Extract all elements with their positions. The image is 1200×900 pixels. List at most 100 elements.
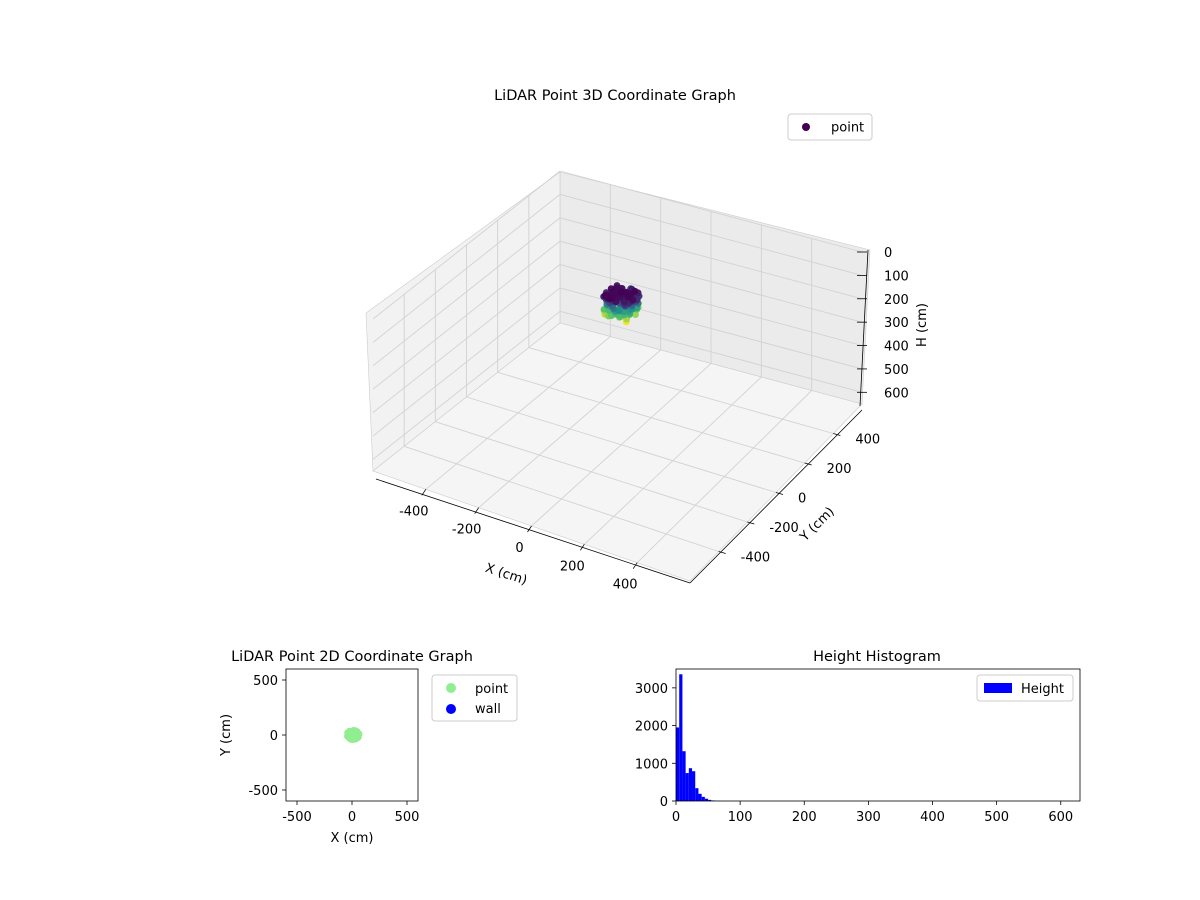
x-tick-label: 400 (613, 578, 638, 593)
legend-frame (787, 113, 873, 141)
histogram-bar (701, 796, 705, 801)
histogram-bar (698, 793, 702, 801)
x-tick-label: -400 (399, 504, 429, 519)
histogram-bar (682, 751, 686, 801)
y-tick-label: 500 (253, 674, 278, 689)
y-tick-label: -500 (248, 784, 278, 799)
data-point (620, 298, 628, 306)
y-tick-label: 0 (660, 795, 668, 810)
chart-3d-legend: point (787, 113, 873, 141)
y-axis-label-2d: Y (cm) (219, 714, 234, 757)
y-tick-label: 2000 (635, 720, 668, 735)
histogram-bar (685, 773, 689, 801)
data-point (350, 728, 358, 736)
histogram-bars (676, 674, 721, 801)
data-point (629, 296, 637, 304)
histogram-legend: Height (976, 674, 1074, 702)
x-tick-label: 500 (395, 810, 420, 825)
x-tick-mark (632, 562, 638, 569)
x-tick-label: 200 (560, 559, 585, 574)
x-tick-label: 100 (728, 810, 753, 825)
y-tick-label: 400 (855, 433, 880, 448)
chart-2d-title: LiDAR Point 2D Coordinate Graph (231, 649, 473, 665)
x-axis-label-3d: X (cm) (483, 561, 529, 589)
x-ticks-2d: -500 0 500 (282, 801, 419, 825)
x-tick-mark (421, 489, 427, 496)
histogram-bar (695, 788, 699, 801)
x-tick-label: 200 (792, 810, 817, 825)
x-tick-mark (474, 507, 479, 514)
y-tick-mark (804, 462, 812, 466)
x-tick-mark (580, 544, 585, 551)
x-tick-label: 600 (1048, 810, 1073, 825)
z-tick-label: 400 (884, 340, 909, 355)
y-axis-line (689, 409, 863, 584)
x-axis-label-2d: X (cm) (331, 831, 374, 846)
y-tick-label: -400 (741, 551, 771, 566)
data-point (353, 734, 361, 742)
y-tick-mark (775, 492, 784, 495)
x-tick-label: 0 (515, 541, 523, 556)
legend-marker-wall (446, 704, 456, 714)
chart-3d-title: LiDAR Point 3D Coordinate Graph (494, 88, 736, 104)
histogram-bar (708, 799, 712, 801)
y-tick-label: -200 (769, 521, 799, 536)
y-tick-label: 200 (827, 462, 852, 477)
data-point (631, 287, 639, 295)
y-tick-mark (833, 433, 841, 436)
z-tick-label: 100 (884, 269, 909, 284)
point-cloud-3d (600, 282, 643, 326)
z-tick-label: 600 (884, 386, 909, 401)
y-ticks-hist: 0 1000 2000 3000 (635, 682, 676, 810)
data-point (606, 295, 614, 302)
x-tick-label: 0 (348, 810, 356, 825)
z-axis-label-3d: H (cm) (915, 303, 930, 347)
data-point (623, 289, 630, 296)
data-point (618, 288, 625, 296)
grid-3d (372, 170, 863, 563)
x-tick-label: -500 (282, 810, 312, 825)
histogram-bar (676, 727, 680, 801)
x-tick-label: 400 (920, 810, 945, 825)
chart-3d: LiDAR Point 3D Coordinate Graph -400 -200… (365, 88, 930, 593)
legend-marker-point (446, 683, 456, 693)
x-tick-label: 500 (984, 810, 1009, 825)
z-tick-label: 300 (884, 316, 909, 331)
histogram-bar (692, 771, 696, 801)
data-point (632, 311, 639, 318)
histogram-title: Height Histogram (813, 649, 941, 665)
chart-histogram: Height Histogram 0 100 200 300 400 500 600 0 10… (635, 649, 1081, 825)
x-tick-label: -200 (452, 523, 482, 538)
legend-swatch-height (984, 683, 1012, 693)
y-axis-label-3d: Y (cm) (797, 504, 838, 545)
z-ticks-3d: 0 100 200 300 400 500 600 (857, 246, 909, 401)
x-ticks-hist: 0 100 200 300 400 500 600 (672, 801, 1073, 825)
y-ticks-2d: -500 0 500 (248, 674, 286, 799)
y-tick-mark (747, 521, 755, 525)
chart-2d-legend: point wall (431, 674, 518, 722)
z-tick-label: 200 (884, 293, 909, 308)
x-tick-mark (527, 525, 532, 533)
x-axis-line (375, 478, 691, 584)
x-tick-label: 300 (856, 810, 881, 825)
x-tick-label: 0 (672, 810, 680, 825)
legend-label-wall: wall (475, 702, 501, 717)
x-ticks-3d: -400 -200 0 200 400 (399, 489, 638, 593)
y-tick-label: 0 (270, 729, 278, 744)
y-tick-label: 1000 (635, 757, 668, 772)
legend-label-point: point (475, 682, 508, 697)
z-axis-line (859, 249, 869, 407)
legend-marker-point (802, 123, 810, 131)
chart-2d: LiDAR Point 2D Coordinate Graph -500 0 500… (219, 649, 518, 846)
z-tick-label: 500 (884, 363, 909, 378)
histogram-bar (679, 674, 683, 801)
legend-frame (976, 674, 1074, 702)
data-point (607, 285, 615, 293)
legend-label-height: Height (1021, 682, 1064, 697)
legend-label-point: point (831, 121, 864, 136)
y-tick-label: 0 (798, 492, 806, 507)
z-tick-label: 0 (884, 246, 892, 261)
histogram-frame (675, 668, 1081, 802)
